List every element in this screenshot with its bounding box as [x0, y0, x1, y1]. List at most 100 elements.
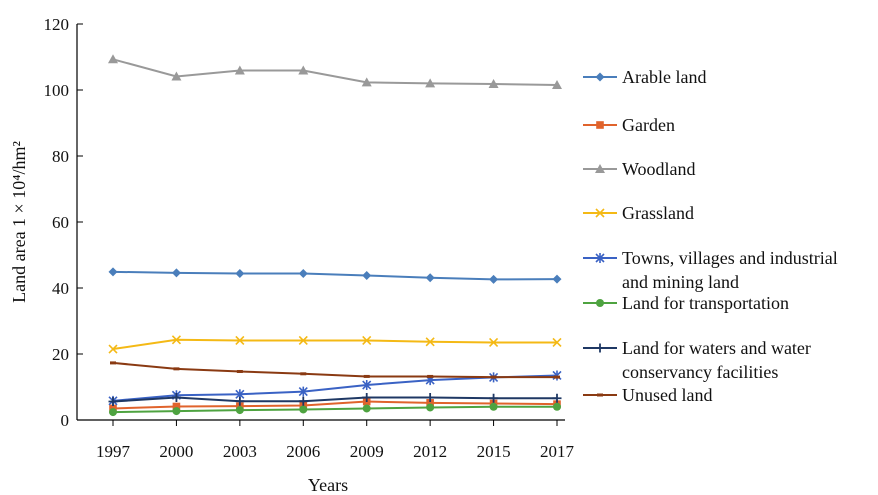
- y-ticks: 0 20 40 60 80 100 120: [44, 15, 83, 430]
- legend-swatch-marker: [595, 343, 605, 353]
- data-point: [108, 344, 118, 354]
- data-point: [171, 71, 182, 81]
- legend-swatch-marker: [597, 393, 603, 397]
- x-tick-label: 2000: [159, 442, 193, 461]
- data-point: [172, 407, 181, 416]
- data-point: [300, 372, 307, 376]
- y-tick-label: 120: [44, 15, 70, 34]
- legend-item-arable-land: Arable land: [583, 67, 706, 87]
- data-point: [298, 268, 308, 278]
- x-tick-label: 2009: [350, 442, 384, 461]
- legend-item-land-for-waters-and-water-conservancy-facilities: Land for waters and water conservancy fac…: [583, 338, 811, 382]
- data-point: [362, 404, 371, 413]
- legend-swatch-marker: [595, 253, 605, 263]
- data-point: [108, 397, 118, 407]
- x-tick-label: 2003: [223, 442, 257, 461]
- data-point: [235, 268, 245, 278]
- data-point: [109, 408, 117, 417]
- legend-label: Unused land: [622, 385, 712, 405]
- data-point: [235, 406, 244, 415]
- legend-item-woodland: Woodland: [583, 159, 696, 179]
- y-tick-label: 80: [52, 147, 69, 166]
- x-tick-label: 2017: [540, 442, 575, 461]
- data-point: [363, 374, 370, 378]
- data-point: [362, 393, 372, 403]
- series-land-for-waters-and-water-conservancy-facilities: [108, 393, 562, 407]
- series-unused-land: [110, 361, 560, 379]
- series-land-for-transportation: [109, 402, 561, 417]
- y-tick-label: 20: [52, 345, 69, 364]
- data-point: [552, 337, 562, 348]
- data-point: [489, 274, 499, 284]
- legend-item-unused-land: Unused land: [583, 385, 712, 405]
- data-point: [490, 375, 497, 379]
- data-point: [489, 337, 499, 348]
- data-point: [489, 393, 499, 403]
- y-tick-label: 60: [52, 213, 69, 232]
- data-point: [234, 65, 245, 75]
- y-tick-label: 0: [61, 411, 70, 430]
- data-point: [171, 335, 181, 345]
- legend-label: Land for transportation: [622, 293, 789, 313]
- legend-label: Land for waters and water: [622, 338, 811, 358]
- legend-swatch-marker: [595, 72, 605, 82]
- legend-swatch-marker: [596, 121, 604, 129]
- data-point: [298, 65, 309, 75]
- x-axis-label: Years: [308, 475, 348, 495]
- data-point: [426, 403, 435, 412]
- series-line: [112, 270, 558, 281]
- x-tick-label: 2006: [286, 442, 320, 461]
- x-tick-label: 2012: [413, 442, 447, 461]
- legend-label: conservancy facilities: [622, 362, 778, 382]
- legend-label: Arable land: [622, 67, 706, 87]
- series-line: [112, 396, 557, 403]
- x-tick-label: 2015: [477, 442, 511, 461]
- data-point: [299, 405, 308, 414]
- legend-item-garden: Garden: [583, 115, 675, 135]
- data-point: [362, 335, 372, 346]
- legend-label: Woodland: [622, 159, 696, 179]
- x-ticks: 1997 2000 2003 2006 2009 2012 2015 2017: [96, 420, 575, 461]
- legend-item-grassland: Grassland: [583, 203, 694, 223]
- series-line: [112, 400, 558, 410]
- data-point: [361, 77, 372, 87]
- data-point: [553, 402, 561, 411]
- series-woodland: [108, 54, 562, 90]
- data-point: [172, 402, 181, 411]
- data-point: [426, 399, 434, 407]
- legend-label: and mining land: [622, 272, 739, 292]
- data-point: [425, 78, 436, 88]
- data-point: [235, 396, 245, 406]
- legend-label: Grassland: [622, 203, 694, 223]
- series-grassland: [108, 335, 562, 354]
- legend-item-towns-villages-and-industrial-and-mining-land: Towns, villages and industrial and mining…: [583, 248, 838, 292]
- data-point: [425, 337, 435, 347]
- series-group: [108, 54, 562, 417]
- data-point: [236, 369, 243, 373]
- data-point: [554, 375, 560, 379]
- data-point: [362, 380, 372, 391]
- data-point: [362, 270, 372, 280]
- series-line: [112, 58, 558, 87]
- legend-label: Garden: [622, 115, 675, 135]
- series-line: [112, 405, 557, 414]
- data-point: [108, 54, 118, 64]
- data-point: [552, 274, 562, 284]
- data-point: [298, 335, 308, 346]
- legend-item-land-for-transportation: Land for transportation: [583, 293, 789, 313]
- data-point: [298, 396, 308, 406]
- data-point: [298, 386, 308, 397]
- legend-swatch-marker: [595, 208, 605, 218]
- legend-swatch-marker: [595, 164, 605, 173]
- x-tick-label: 1997: [96, 442, 131, 461]
- series-line: [112, 338, 557, 351]
- legend: Arable land Garden Woodland Grassland Towns,…: [583, 67, 838, 405]
- data-point: [425, 273, 435, 283]
- data-point: [171, 268, 181, 278]
- legend-swatch-marker: [596, 299, 604, 307]
- data-point: [489, 402, 498, 411]
- data-point: [488, 79, 499, 89]
- data-point: [173, 367, 180, 371]
- data-point: [427, 374, 434, 378]
